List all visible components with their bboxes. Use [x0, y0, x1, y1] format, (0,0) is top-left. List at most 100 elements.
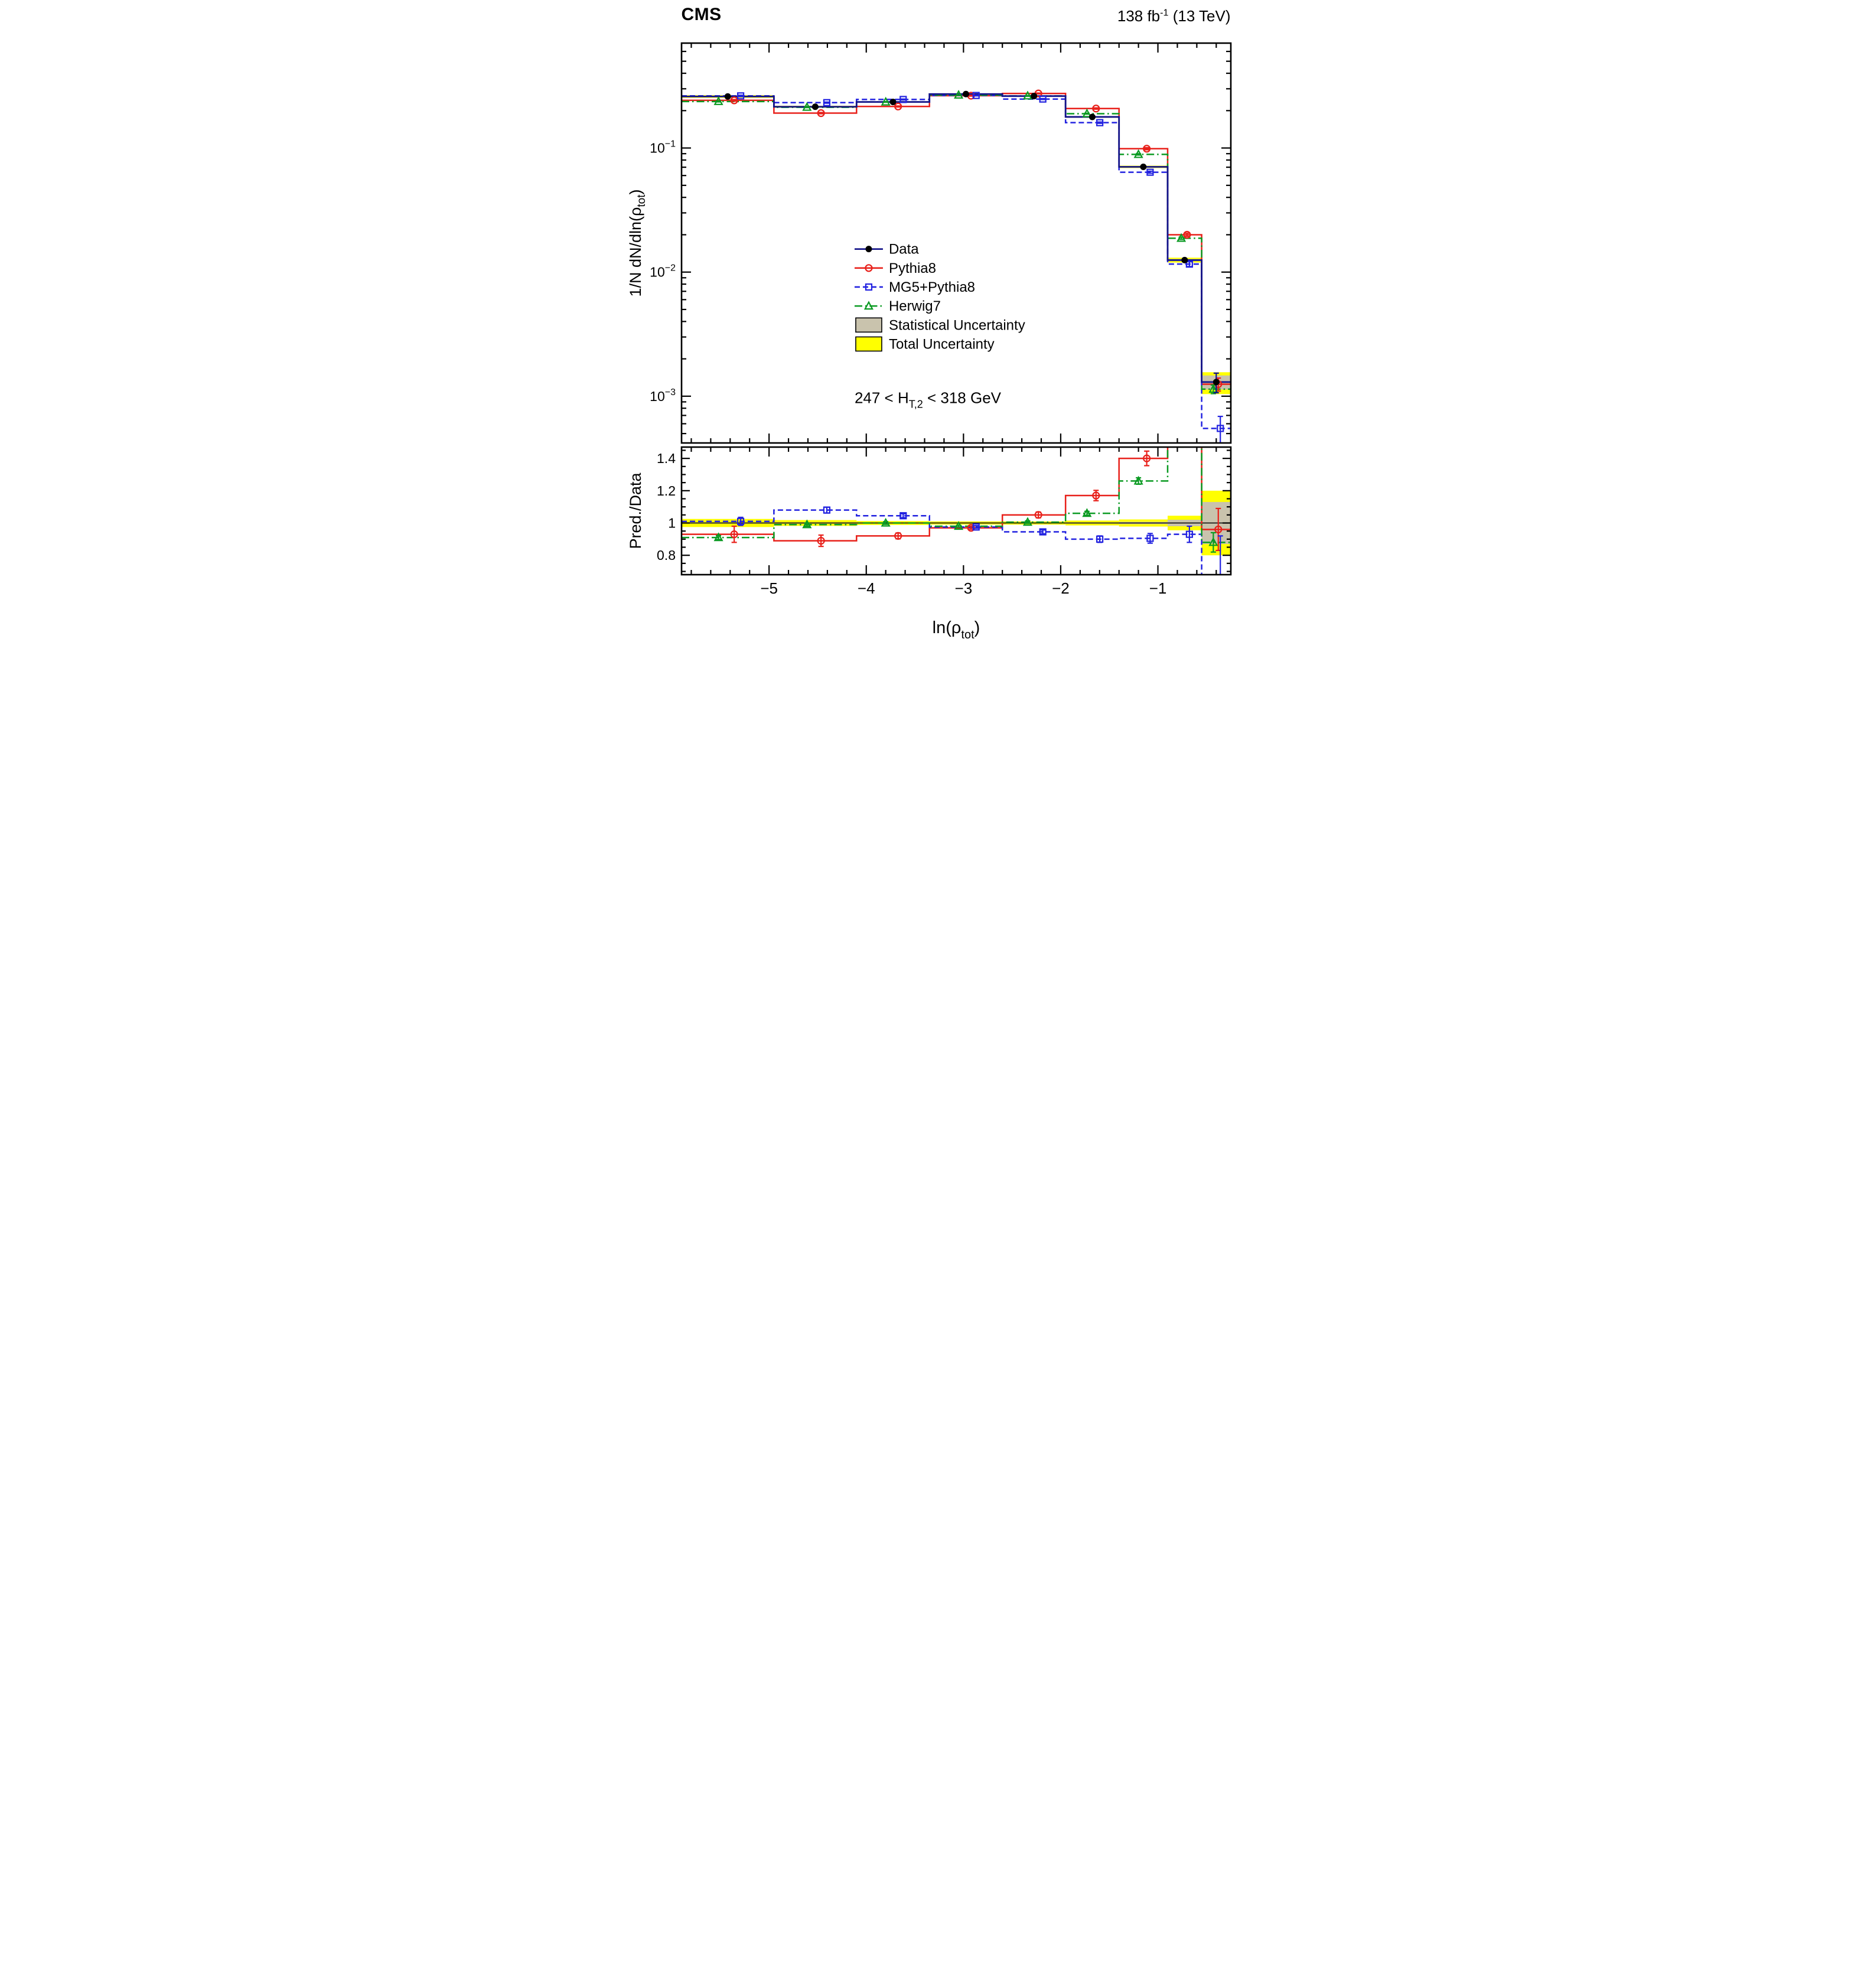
x-tick-label: −4	[857, 579, 875, 597]
legend-item-stat-uncertainty: Statistical Uncertainty	[855, 317, 1025, 333]
open-circle-marker	[817, 536, 825, 545]
ratio-frame	[680, 446, 1231, 576]
y-axis-decade-label: 10−3	[650, 387, 676, 404]
ratio-tick-label: 0.8	[657, 547, 676, 563]
open-triangle-marker	[881, 517, 891, 527]
open-circle-marker	[1182, 230, 1191, 239]
open-square-marker	[823, 506, 830, 514]
open-circle-marker	[894, 532, 902, 540]
data-point-marker	[1139, 163, 1146, 170]
y-axis-decade-label: 10−1	[650, 139, 676, 156]
open-triangle-marker	[881, 96, 891, 106]
luminosity-label: 138 fb-1 (13 TeV)	[1117, 7, 1231, 25]
open-square-marker	[1096, 119, 1103, 126]
selection-annotation: 247 < HT,2 < 318 GeV	[854, 389, 1001, 410]
open-square-marker	[736, 92, 744, 100]
data-point-marker	[1030, 93, 1037, 100]
x-tick-label: −5	[760, 579, 778, 597]
main-panel	[681, 89, 1231, 443]
x-tick-label: −3	[954, 579, 972, 597]
ratio-panel	[681, 438, 1231, 620]
open-square-marker	[736, 517, 744, 525]
open-circle-marker	[864, 264, 873, 272]
data-point-marker	[1088, 113, 1096, 120]
y-axis-title-ratio: Pred./Data	[627, 472, 644, 549]
ratio-tick-label: 1	[668, 516, 676, 531]
y-axis-title-main: 1/N dN/dln(ρtot)	[627, 189, 648, 296]
ratio-hist-pythia8	[681, 447, 1231, 542]
legend-label: Total Uncertainty	[888, 336, 994, 352]
data-point-marker	[962, 90, 969, 97]
x-tick-label: −1	[1149, 579, 1166, 597]
figure-root: CMS 138 fb-1 (13 TeV) 10−3 10−2 10−1 0.8 1 1.…	[620, 0, 1241, 663]
open-triangle-marker	[1176, 233, 1186, 242]
open-square-marker	[1146, 168, 1153, 176]
open-square-marker	[1096, 535, 1103, 543]
open-circle-marker	[1091, 105, 1100, 113]
open-triangle-marker	[1022, 90, 1032, 100]
open-triangle-marker	[1081, 508, 1091, 517]
open-triangle-marker	[1208, 537, 1218, 546]
open-circle-marker	[1034, 511, 1042, 519]
open-square-marker	[823, 99, 830, 106]
open-square-marker	[1039, 95, 1047, 103]
lumi-energy: (13 TeV)	[1168, 7, 1231, 25]
main-frame	[680, 42, 1231, 444]
lumi-exponent: -1	[1160, 7, 1169, 18]
legend-label: Herwig7	[888, 298, 940, 314]
legend: Data Pythia8 MG5+Pythia8 Herwig7 Statistical…	[854, 242, 1025, 352]
data-point-marker	[1181, 256, 1188, 263]
open-circle-marker	[1142, 454, 1151, 462]
open-circle-marker	[817, 109, 825, 118]
open-circle-marker	[894, 102, 902, 110]
legend-label: Data	[888, 242, 918, 258]
open-square-marker	[1185, 260, 1193, 268]
x-tick-label: −2	[1052, 579, 1070, 597]
open-circle-marker	[1142, 145, 1151, 153]
ratio-hist-mg5	[681, 509, 1202, 575]
data-point-marker	[811, 103, 819, 110]
ratio-tick-label: 1.4	[657, 451, 676, 466]
open-triangle-marker	[1081, 108, 1091, 118]
legend-item-data: Data	[854, 242, 919, 258]
open-triangle-marker	[1133, 149, 1143, 158]
legend-label: Pythia8	[888, 260, 936, 276]
legend-item-mg5: MG5+Pythia8	[854, 279, 975, 295]
legend-item-herwig7: Herwig7	[854, 298, 940, 314]
hist-mg5	[681, 94, 1231, 429]
open-triangle-marker	[863, 301, 874, 310]
open-square-marker	[1039, 528, 1047, 536]
open-square-marker	[1146, 535, 1153, 542]
lumi-value: 138 fb	[1117, 7, 1161, 25]
open-square-marker	[1217, 614, 1223, 620]
open-square-marker	[865, 283, 872, 291]
open-triangle-marker	[801, 519, 811, 529]
y-axis-decade-label: 10−2	[650, 263, 676, 280]
open-square-marker	[972, 523, 980, 531]
open-triangle-marker	[801, 102, 811, 111]
open-triangle-marker	[1177, 438, 1184, 445]
open-triangle-marker	[713, 532, 723, 542]
figure-header: CMS 138 fb-1 (13 TeV)	[621, 0, 1241, 38]
legend-item-pythia8: Pythia8	[854, 260, 936, 276]
open-triangle-marker	[953, 90, 963, 99]
experiment-label: CMS	[681, 5, 722, 24]
x-axis-title: ln(ρtot)	[932, 618, 980, 641]
open-square-marker	[899, 96, 907, 103]
open-square-marker	[1185, 530, 1193, 538]
data-point-marker	[1213, 379, 1220, 386]
open-circle-marker	[730, 96, 738, 105]
open-triangle-marker	[1208, 384, 1218, 393]
open-circle-marker	[1214, 525, 1222, 534]
data-point-marker	[889, 99, 897, 106]
ratio-tick-label: 1.2	[657, 483, 676, 498]
axes: 10−3 10−2 10−1 0.8 1 1.2 1.4 −5 −4 −3 −2 −1 1/N dN/d…	[627, 43, 1231, 641]
data-point-marker	[865, 246, 872, 253]
data-point-marker	[724, 93, 731, 100]
open-triangle-marker	[713, 96, 723, 105]
open-circle-marker	[1091, 491, 1100, 500]
legend-label: MG5+Pythia8	[888, 279, 975, 295]
open-triangle-marker	[953, 521, 963, 530]
physics-plot-canvas: 10−3 10−2 10−1 0.8 1 1.2 1.4 −5 −4 −3 −2 −1 1/N dN/d…	[627, 42, 1231, 641]
legend-item-total-uncertainty: Total Uncertainty	[855, 336, 994, 352]
